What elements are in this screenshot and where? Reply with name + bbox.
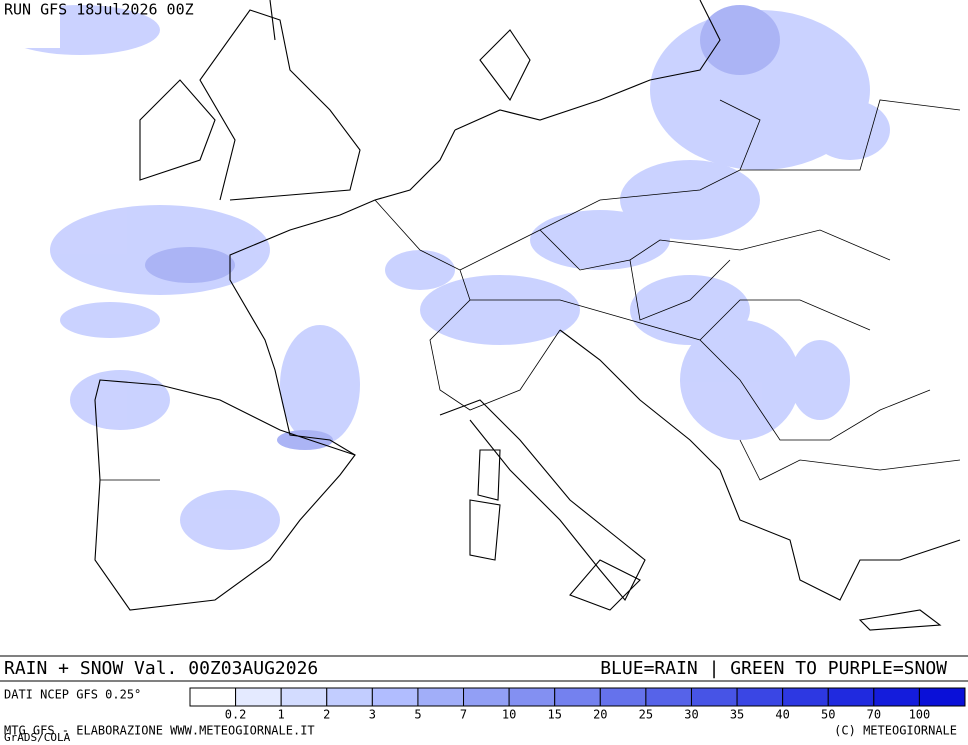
legend-swatch <box>235 687 282 707</box>
legend-label: 35 <box>730 708 744 722</box>
footer-key: BLUE=RAIN | GREEN TO PURPLE=SNOW <box>600 658 947 679</box>
borders <box>100 99 961 481</box>
coastlines <box>94 0 961 631</box>
copyright: (C) METEOGIORNALE <box>834 724 957 738</box>
legend-label: 20 <box>593 708 607 722</box>
legend-swatch <box>371 687 419 707</box>
data-source: DATI NCEP GFS 0.25° <box>4 688 141 702</box>
legend-swatch <box>280 687 328 707</box>
legend-label: 0.2 <box>225 708 247 722</box>
legend-label: 50 <box>821 708 835 722</box>
legend-label: 5 <box>414 708 421 722</box>
legend-swatch <box>508 687 556 707</box>
legend-swatch <box>736 687 784 707</box>
legend-swatch <box>599 687 647 707</box>
precipitation-field <box>0 5 890 550</box>
legend-label: 25 <box>639 708 653 722</box>
header-mask <box>0 0 60 48</box>
legend-swatch <box>918 687 966 707</box>
color-legend: 0.2 1 2 3 5 7 10 15 20 25 30 35 40 50 70 100 <box>189 687 966 722</box>
legend-label: 30 <box>684 708 698 722</box>
legend-label: 3 <box>369 708 376 722</box>
legend-label: 7 <box>460 708 467 722</box>
software: GrADS/COLA <box>4 731 71 744</box>
legend-swatch <box>417 687 465 707</box>
legend-swatch <box>326 687 373 707</box>
legend-swatch <box>645 687 692 707</box>
legend-swatch <box>554 687 601 707</box>
legend-label: 10 <box>502 708 516 722</box>
legend-swatch <box>873 687 920 707</box>
legend-label: 100 <box>909 708 931 722</box>
run-label: RUN GFS 18Jul2026 00Z <box>4 1 194 19</box>
legend-label: 15 <box>547 708 561 722</box>
legend-swatch <box>827 687 875 707</box>
legend-label: 40 <box>775 708 789 722</box>
legend-swatch <box>463 687 510 707</box>
legend-label: 2 <box>323 708 330 722</box>
legend-label: 1 <box>278 708 285 722</box>
footer-title: RAIN + SNOW Val. 00Z03AUG2026 <box>4 658 318 679</box>
credit: MTG GFS - ELABORAZIONE WWW.METEOGIORNALE… <box>4 724 315 738</box>
legend-swatch <box>189 687 237 707</box>
legend-swatch <box>782 687 829 707</box>
legend-swatch <box>690 687 738 707</box>
legend-label: 70 <box>867 708 881 722</box>
